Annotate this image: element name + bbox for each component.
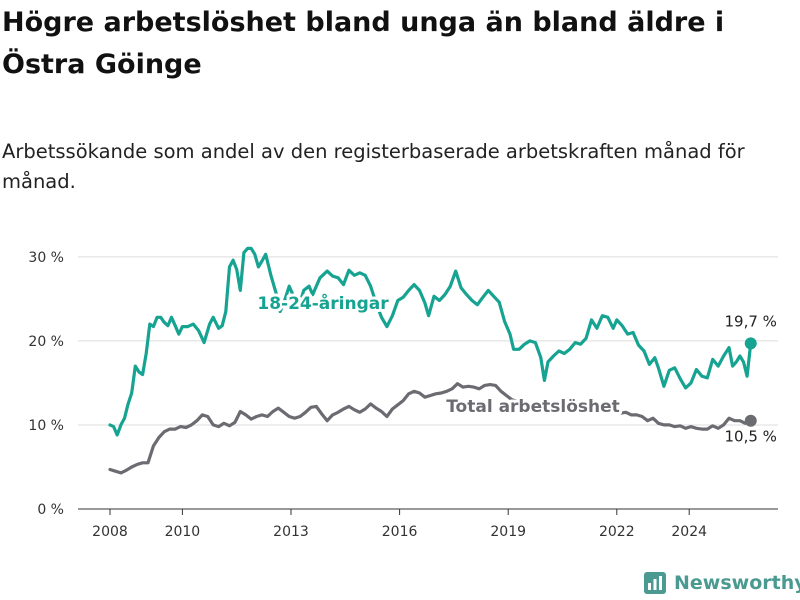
x-tick-label: 2019 xyxy=(490,524,526,540)
brand-name: Newsworthy xyxy=(674,572,800,594)
x-tick-label: 2024 xyxy=(671,524,707,540)
y-tick-label: 0 % xyxy=(37,502,64,518)
y-tick-label: 10 % xyxy=(28,418,64,434)
x-axis: 2008 2010 2013 2016 2019 2022 2024 xyxy=(92,509,707,540)
series-lines xyxy=(108,246,757,475)
end-value-label-18-24: 19,7 % xyxy=(725,312,777,330)
y-tick-label: 30 % xyxy=(28,250,64,266)
y-tick-label: 20 % xyxy=(28,334,64,350)
y-axis: 0 % 10 % 20 % 30 % xyxy=(28,250,64,518)
newsworthy-logo-icon xyxy=(644,572,666,594)
x-tick-label: 2008 xyxy=(92,524,128,540)
x-tick-label: 2016 xyxy=(382,524,418,540)
x-tick-label: 2013 xyxy=(273,524,309,540)
chart-subtitle: Arbetssökande som andel av den registerb… xyxy=(2,140,745,193)
series-label-total: Total arbetslöshet xyxy=(446,397,620,417)
brand-logo: Newsworthy xyxy=(644,568,800,598)
chart-title: Högre arbetslöshet bland unga än bland ä… xyxy=(2,7,725,80)
gridlines xyxy=(78,256,778,510)
x-tick-label: 2022 xyxy=(599,524,635,540)
end-value-label-total: 10,5 % xyxy=(725,428,777,446)
end-point-total xyxy=(744,414,757,427)
series-labels: 19,7 % 10,5 % 18-24-åringar Total arbetslös… xyxy=(254,289,777,446)
series-label-18-24: 18-24-åringar xyxy=(257,292,389,314)
end-point-18-24 xyxy=(744,337,757,350)
series-line-total xyxy=(108,382,753,475)
x-tick-label: 2010 xyxy=(165,524,201,540)
series-line-18-24 xyxy=(108,246,753,437)
